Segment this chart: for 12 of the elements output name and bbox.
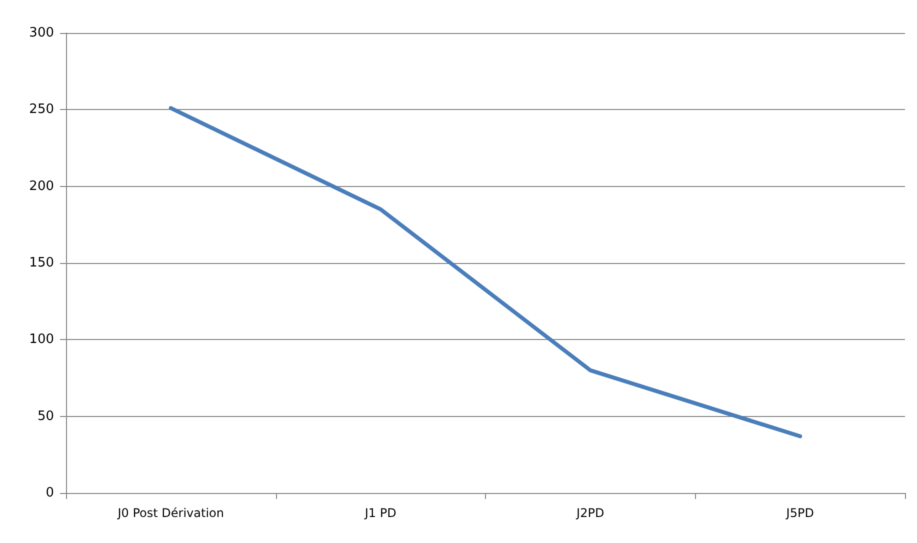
y-tick-label: 200	[29, 178, 54, 194]
y-tick-label: 0	[46, 486, 54, 500]
y-tick-label: 300	[29, 26, 54, 40]
y-tick-label: 100	[29, 332, 54, 348]
y-tick-label: 250	[29, 102, 54, 118]
x-tick-label: J0 Post Dérivation	[116, 506, 224, 520]
x-tick-label: J1 PD	[364, 506, 396, 520]
line-series	[168, 106, 802, 438]
x-tick-label: J5PD	[785, 506, 814, 520]
x-tick-label: J2PD	[576, 506, 604, 520]
y-tick-label: 50	[37, 408, 54, 424]
y-tick-label: 150	[29, 256, 54, 270]
